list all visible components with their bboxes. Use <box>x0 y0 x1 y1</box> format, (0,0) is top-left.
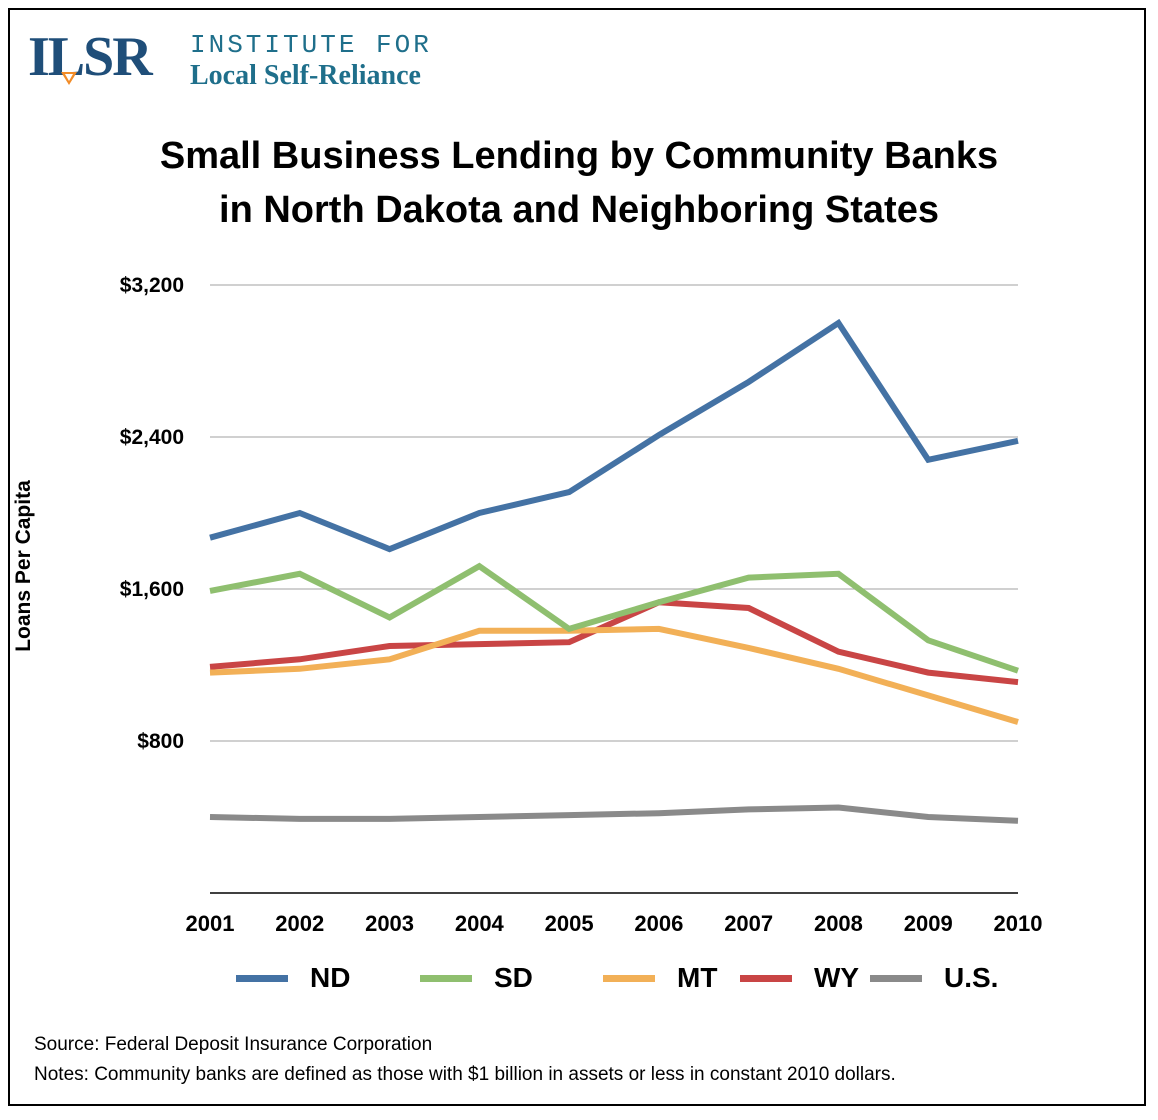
legend-item: SD <box>420 958 533 998</box>
figure-frame <box>8 8 1146 1106</box>
series-line-nd <box>209 318 1019 553</box>
x-tick-label: 2003 <box>365 911 414 936</box>
x-tick-label: 2005 <box>545 911 594 936</box>
series-line-us <box>209 804 1019 824</box>
series-line-sd <box>209 562 1019 674</box>
x-tick-label: 2009 <box>904 911 953 936</box>
y-tick-label: $800 <box>137 730 184 753</box>
series-line-wy <box>209 599 1019 686</box>
chart-legend: ND SD MT WY U.S. <box>0 958 1158 998</box>
logo-local-self-reliance: Local Self-Reliance <box>190 60 421 91</box>
x-tick-label: 2008 <box>814 911 863 936</box>
legend-label: WY <box>814 962 860 993</box>
logo-triangle-icon <box>61 72 77 85</box>
legend-label: U.S. <box>944 962 999 993</box>
legend-swatch <box>740 974 792 982</box>
x-tick-label: 2004 <box>455 911 505 936</box>
x-tick-label: 2002 <box>275 911 324 936</box>
x-tick-label: 2001 <box>186 911 235 936</box>
y-tick-label: $3,200 <box>120 274 184 297</box>
legend-swatch <box>603 974 655 982</box>
legend-item: U.S. <box>870 958 998 998</box>
x-tick-label: 2007 <box>724 911 773 936</box>
y-tick-label: $1,600 <box>120 578 184 601</box>
x-tick-label: 2006 <box>634 911 683 936</box>
legend-item: WY <box>740 958 859 998</box>
y-axis-label: Loans Per Capita <box>12 480 35 652</box>
legend-label: SD <box>494 962 533 993</box>
y-tick-label: $2,400 <box>120 426 184 449</box>
source-note: Source: Federal Deposit Insurance Corpor… <box>34 1034 433 1055</box>
chart-title-line-2: in North Dakota and Neighboring States <box>219 189 939 231</box>
legend-item: ND <box>236 958 350 998</box>
logo-mark: ILSR <box>28 26 153 88</box>
legend-label: MT <box>677 962 718 993</box>
legend-swatch <box>236 974 288 982</box>
legend-item: MT <box>603 958 717 998</box>
legend-swatch <box>870 974 922 982</box>
legend-label: ND <box>310 962 351 993</box>
x-tick-label: 2010 <box>994 911 1043 936</box>
notes: Notes: Community banks are defined as th… <box>34 1064 896 1085</box>
series-line-mt <box>209 625 1019 725</box>
chart-title-line-1: Small Business Lending by Community Bank… <box>159 135 999 177</box>
logo-institute-for: INSTITUTE FOR <box>190 30 432 60</box>
legend-swatch <box>420 974 472 982</box>
